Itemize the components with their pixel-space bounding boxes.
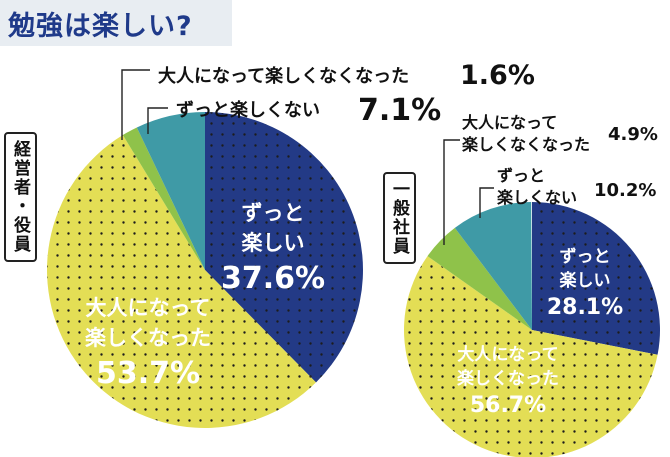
slice-label: 楽しくなった	[457, 368, 559, 389]
group-label-executives: 経営者・役員	[4, 132, 37, 262]
title-bar	[0, 0, 232, 46]
pie-slice	[136, 112, 205, 270]
slice-label: 楽しい	[242, 231, 305, 255]
slice-label: ずっと	[560, 247, 611, 267]
slice-value: 28.1%	[547, 295, 623, 320]
pie-slice-pattern	[404, 256, 658, 457]
leader-line	[121, 69, 150, 140]
callout-label: ずっと	[497, 166, 545, 185]
annotations: 大人になって楽しくなくなった 1.6%ずっと楽しくない 7.1% 大人になって楽しくな…	[121, 60, 658, 245]
pie-slice-pattern	[47, 135, 317, 428]
pie-slice	[122, 127, 205, 271]
pie-slice-pattern	[205, 112, 364, 383]
callout-label: 大人になって	[462, 113, 557, 132]
callout-value: 4.9%	[608, 124, 658, 145]
slice-label: 楽しくなった	[85, 326, 211, 350]
callout-value: 10.2%	[594, 180, 656, 201]
slice-label: ずっと	[242, 201, 305, 225]
pie-slice	[427, 227, 532, 330]
leader-line	[147, 107, 168, 134]
slice-value: 53.7%	[96, 356, 200, 391]
leader-line	[479, 187, 494, 218]
group-label-employees: 一般社員	[383, 172, 416, 264]
pie-slice-pattern	[532, 202, 660, 355]
slice-label: 大人になって	[86, 296, 211, 320]
slice-label: 楽しい	[560, 270, 611, 291]
slice-label: 大人になって	[457, 344, 558, 365]
callout-label: 楽しくなくなった	[461, 135, 590, 154]
callout-label: 楽しくない	[496, 188, 577, 207]
slice-value: 37.6%	[221, 261, 325, 296]
leader-line	[443, 139, 460, 245]
chart-title: 勉強は楽しい?	[8, 11, 193, 42]
callout-label: 大人になって楽しくなくなった	[158, 65, 409, 87]
slice-value: 56.7%	[470, 393, 546, 418]
pie-slice	[454, 202, 532, 330]
callout-value: 7.1%	[358, 93, 441, 128]
callout-label: ずっと楽しくない	[176, 99, 320, 121]
callout-value: 1.6%	[460, 60, 535, 91]
